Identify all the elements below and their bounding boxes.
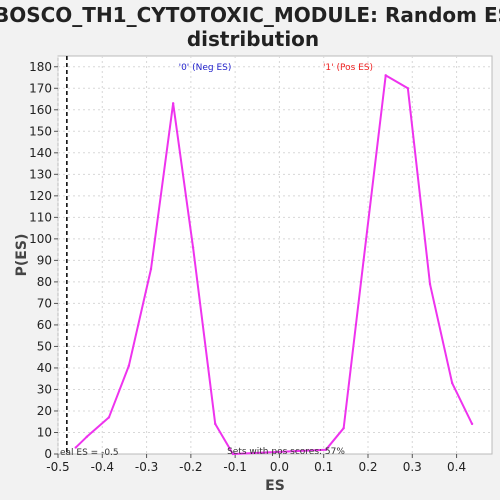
y-tick-label: 10 (37, 425, 52, 439)
pos-scores-label: Sets with pos scores: 57% (227, 447, 345, 457)
x-tick-label: 0.1 (314, 460, 333, 474)
x-tick-label: -0.4 (91, 460, 114, 474)
y-tick-label: 180 (29, 60, 52, 74)
y-axis-label: P(ES) (14, 234, 30, 277)
x-tick-label: 0.3 (403, 460, 422, 474)
y-tick-label: 110 (29, 210, 52, 224)
x-tick-label: 0.2 (358, 460, 377, 474)
pos-es-label: '1' (Pos ES) (323, 63, 373, 73)
x-tick-label: -0.1 (223, 460, 246, 474)
y-tick-label: 50 (37, 339, 52, 353)
y-tick-label: 30 (37, 382, 52, 396)
data-point (470, 422, 474, 426)
x-tick-label: -0.5 (46, 460, 69, 474)
x-tick-label: 0.4 (447, 460, 466, 474)
series-points (74, 74, 474, 456)
neg-es-label: '0' (Neg ES) (179, 63, 232, 73)
data-point (362, 259, 365, 262)
y-tick-label: 130 (29, 167, 52, 181)
data-point (85, 435, 88, 438)
y-tick-label: 170 (29, 81, 52, 95)
x-tick-label: 0.0 (270, 460, 289, 474)
y-tick-label: 120 (29, 189, 52, 203)
chart-title-line2: distribution (187, 27, 319, 51)
y-tick-label: 100 (29, 232, 52, 246)
data-point (231, 452, 235, 456)
y-tick-label: 80 (37, 275, 52, 289)
y-tick-label: 20 (37, 404, 52, 418)
data-point (214, 422, 217, 426)
y-axis-ticks: 0 10 20 30 40 50 60 70 80 90 100 110 120 130 140 150 160… (29, 60, 58, 461)
data-point (107, 416, 111, 419)
data-point (191, 246, 195, 249)
x-tick-label: -0.2 (179, 460, 202, 474)
y-tick-label: 160 (29, 103, 52, 117)
data-point (428, 282, 432, 286)
x-tick-label: -0.3 (135, 460, 158, 474)
y-tick-label: 150 (29, 124, 52, 138)
plot-area (57, 55, 493, 455)
chart-title-line1: BOSCO_TH1_CYTOTOXIC_MODULE: Random ES (0, 3, 500, 27)
grid-lines (57, 56, 492, 454)
data-point (450, 381, 454, 385)
y-tick-label: 70 (37, 296, 52, 310)
x-axis-ticks: -0.5 -0.4 -0.3 -0.2 -0.1 0.0 0.1 0.2 0.3 0.4 (46, 454, 466, 474)
y-tick-label: 60 (37, 318, 52, 332)
data-point (74, 446, 77, 449)
y-tick-label: 140 (29, 146, 52, 160)
data-point (127, 364, 131, 367)
x-axis-label: ES (265, 478, 285, 494)
real-es-label: eal ES = -0.5 (60, 448, 119, 458)
data-point (342, 426, 345, 430)
y-tick-label: 0 (44, 447, 52, 461)
y-tick-label: 90 (37, 253, 52, 267)
data-point (171, 102, 175, 105)
y-tick-label: 40 (37, 361, 52, 375)
data-point (406, 87, 410, 90)
data-point (149, 267, 153, 271)
data-point (384, 74, 387, 77)
data-point (324, 448, 328, 451)
